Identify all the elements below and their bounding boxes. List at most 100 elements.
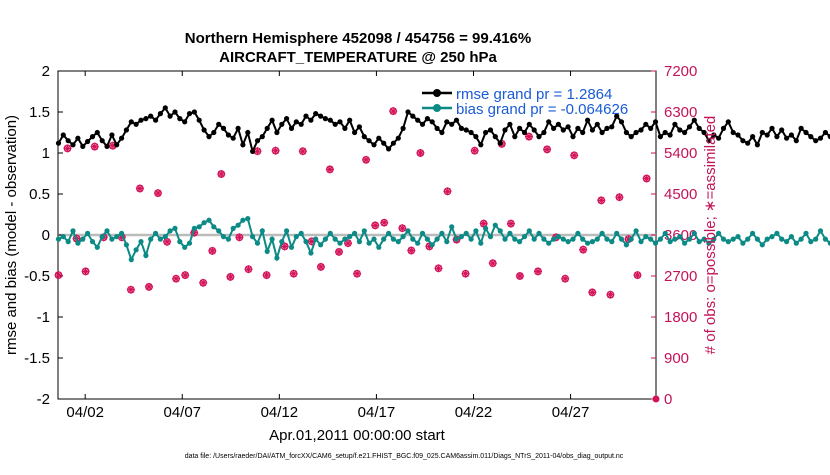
rmse-point — [187, 111, 192, 116]
left-tick-label: 0.5 — [29, 186, 50, 203]
x-tick-label: 04/07 — [163, 404, 201, 421]
rmse-point — [765, 132, 770, 137]
rmse-point — [823, 130, 828, 135]
rmse-point — [410, 114, 415, 119]
bias-point — [172, 226, 177, 231]
rmse-point — [527, 122, 532, 127]
rmse-point — [566, 124, 571, 129]
right-tick-label: 7200 — [664, 63, 697, 80]
bias-point — [755, 237, 760, 242]
bias-point — [75, 241, 80, 246]
bias-point — [745, 237, 750, 242]
bias-point — [522, 234, 527, 239]
bias-point — [629, 237, 634, 242]
bias-point — [211, 224, 216, 229]
bias-point — [769, 234, 774, 239]
rmse-point — [323, 116, 328, 121]
bias-point — [507, 231, 512, 236]
bias-point — [799, 237, 804, 242]
bias-point — [367, 241, 372, 246]
right-tick-label: 6300 — [664, 104, 697, 121]
right-tick-label: 900 — [664, 350, 689, 367]
rmse-point — [449, 122, 454, 127]
bias-point — [386, 231, 391, 236]
bias-point — [342, 237, 347, 242]
bias-point — [614, 231, 619, 236]
bias-point — [289, 245, 294, 250]
bias-point — [794, 241, 799, 246]
bias-point — [80, 237, 85, 242]
left-tick-label: -2 — [37, 391, 50, 408]
rmse-point — [270, 118, 275, 123]
rmse-point — [735, 132, 740, 137]
rmse-point — [663, 130, 668, 135]
rmse-point — [799, 126, 804, 131]
bias-point — [391, 237, 396, 242]
rmse-point — [532, 127, 537, 132]
obs-marker — [362, 156, 370, 164]
bias-point — [357, 239, 362, 244]
rmse-point — [153, 118, 158, 123]
obs-marker — [588, 288, 596, 296]
bias-point — [318, 242, 323, 247]
bias-point — [624, 242, 629, 247]
rmse-point — [333, 122, 338, 127]
rmse-point — [362, 134, 367, 139]
rmse-point — [498, 141, 503, 146]
rmse-point — [245, 130, 250, 135]
bias-point — [779, 237, 784, 242]
rmse-point — [740, 138, 745, 143]
rmse-point — [216, 122, 221, 127]
bias-point — [197, 224, 202, 229]
bias-point — [323, 237, 328, 242]
rmse-point — [401, 126, 406, 131]
obs-marker — [534, 267, 542, 275]
bias-point — [473, 228, 478, 233]
bias-point — [721, 237, 726, 242]
rmse-point — [260, 134, 265, 139]
left-tick-label: 1 — [42, 145, 50, 162]
bias-point — [760, 242, 765, 247]
bias-point — [124, 242, 129, 247]
rmse-point — [255, 138, 260, 143]
rmse-point — [731, 130, 736, 135]
obs-marker — [570, 151, 578, 159]
rmse-point — [808, 134, 813, 139]
rmse-point — [250, 149, 255, 154]
obs-marker — [615, 193, 623, 201]
rmse-point — [236, 126, 241, 131]
bias-point — [279, 239, 284, 244]
rmse-point — [643, 122, 648, 127]
bias-point — [740, 241, 745, 246]
bias-point — [823, 237, 828, 242]
rmse-point — [420, 122, 425, 127]
bias-point — [803, 231, 808, 236]
bias-point — [517, 239, 522, 244]
rmse-point — [478, 142, 483, 147]
obs-marker — [55, 271, 63, 279]
rmse-point — [90, 134, 95, 139]
bias-point — [143, 253, 148, 258]
rmse-point — [750, 134, 755, 139]
bias-point — [270, 237, 275, 242]
obs-marker — [407, 247, 415, 255]
bias-point — [376, 245, 381, 250]
obs-marker — [181, 271, 189, 279]
obs-marker — [398, 224, 406, 232]
rmse-point — [546, 119, 551, 124]
bias-point — [255, 241, 260, 246]
obs-marker — [634, 271, 642, 279]
bias-point — [692, 231, 697, 236]
left-tick-label: 1.5 — [29, 104, 50, 121]
rmse-point — [80, 144, 85, 149]
rmse-point — [134, 122, 139, 127]
bias-point — [512, 237, 517, 242]
rmse-point — [299, 122, 304, 127]
bias-point — [585, 241, 590, 246]
rmse-point — [337, 119, 342, 124]
bias-point — [668, 239, 673, 244]
bias-point — [638, 239, 643, 244]
bias-point — [240, 218, 245, 223]
rmse-point — [541, 130, 546, 135]
bias-point — [439, 231, 444, 236]
